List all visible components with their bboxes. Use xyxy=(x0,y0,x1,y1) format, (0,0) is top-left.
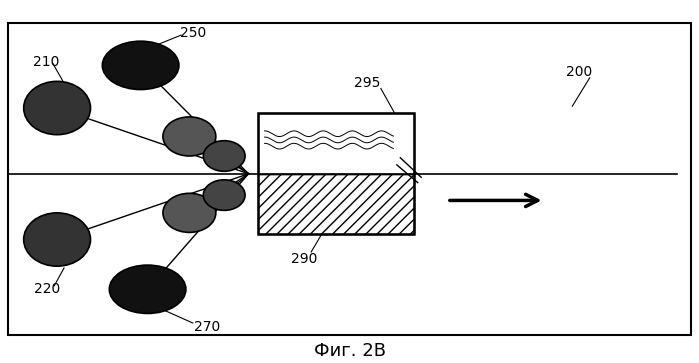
Ellipse shape xyxy=(102,41,179,90)
Bar xyxy=(258,113,415,234)
Text: 250: 250 xyxy=(180,26,206,40)
Bar xyxy=(258,174,415,234)
Text: 220: 220 xyxy=(34,282,60,296)
Ellipse shape xyxy=(163,193,216,232)
Text: 200: 200 xyxy=(566,65,592,79)
Ellipse shape xyxy=(163,117,216,156)
Ellipse shape xyxy=(24,213,90,266)
Text: 295: 295 xyxy=(354,76,380,90)
Text: 210: 210 xyxy=(34,55,60,69)
Ellipse shape xyxy=(24,81,90,135)
Ellipse shape xyxy=(203,141,245,171)
Text: 290: 290 xyxy=(291,252,317,266)
Bar xyxy=(258,113,415,174)
Text: 270: 270 xyxy=(194,319,220,334)
Text: Фиг. 2В: Фиг. 2В xyxy=(313,342,386,360)
Ellipse shape xyxy=(203,180,245,211)
Bar xyxy=(8,23,691,335)
Ellipse shape xyxy=(109,265,186,313)
